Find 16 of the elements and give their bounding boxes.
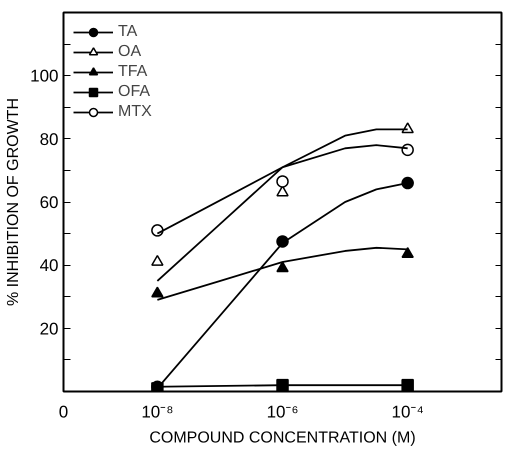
- y-tick-label: 40: [40, 256, 59, 276]
- x-tick-label: 10⁻⁶: [266, 402, 298, 422]
- x-tick-label: 10⁻⁸: [141, 402, 174, 422]
- legend-label: OFA: [118, 83, 150, 101]
- y-tick-label: 80: [40, 130, 59, 149]
- y-tick-label: 100: [30, 66, 59, 86]
- y-tick-label: 20: [40, 319, 59, 338]
- x-tick-label: 10⁻⁴: [392, 402, 424, 422]
- y-axis-title: % INHIBITION OF GROWTH: [5, 98, 22, 306]
- legend-label: OA: [118, 43, 142, 61]
- x-axis-title: COMPOUND CONCENTRATION (M): [149, 430, 416, 446]
- y-tick-label: 60: [40, 193, 59, 212]
- legend-label: TA: [118, 23, 138, 41]
- legend-label: MTX: [118, 103, 152, 121]
- legend-label: TFA: [118, 63, 148, 81]
- x-tick-label: 0: [58, 402, 68, 422]
